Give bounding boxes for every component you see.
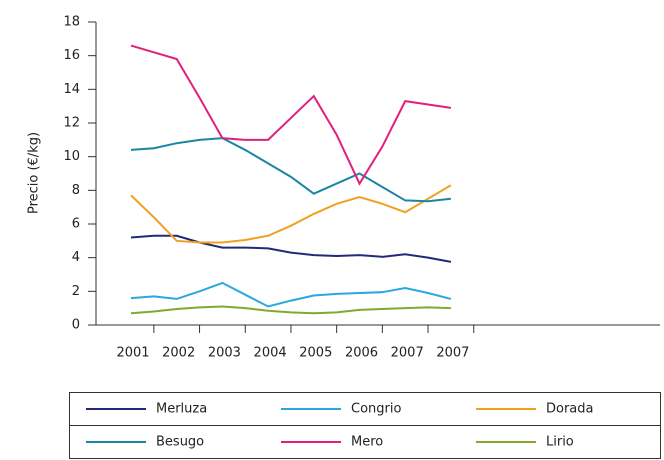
legend-label: Merluza <box>156 402 207 417</box>
y-axis-label: Precio (€/kg) <box>27 132 42 214</box>
series-line <box>130 44 452 186</box>
legend-label: Congrio <box>351 402 401 417</box>
x-tick-label: 2006 <box>345 346 378 361</box>
x-tick-label: 2001 <box>116 346 149 361</box>
y-tick-label: 16 <box>63 48 80 63</box>
y-tick-label: 0 <box>72 318 80 333</box>
legend-label: Lirio <box>546 435 574 450</box>
y-tick-label: 14 <box>63 82 80 97</box>
legend-label: Besugo <box>156 435 204 450</box>
series-line <box>130 234 452 263</box>
y-tick-label: 18 <box>63 15 80 30</box>
series-line <box>130 305 451 315</box>
x-tick-label: 2005 <box>299 346 332 361</box>
y-tick-label: 6 <box>72 217 80 232</box>
y-tick-label: 10 <box>63 149 80 164</box>
y-tick-label: 8 <box>72 183 80 198</box>
y-tick-label: 12 <box>63 116 80 131</box>
y-tick-label: 2 <box>72 284 80 299</box>
legend-label: Dorada <box>546 402 594 417</box>
x-tick-label: 2004 <box>254 346 287 361</box>
legend-label: Mero <box>351 435 383 450</box>
y-tick-label: 4 <box>72 250 80 265</box>
x-tick-label: 2007 <box>391 346 424 361</box>
series-line <box>130 137 452 203</box>
x-tick-label: 2002 <box>162 346 195 361</box>
x-tick-label: 2007 <box>436 346 469 361</box>
series-line <box>130 281 452 308</box>
series-line <box>130 184 452 244</box>
x-tick-label: 2003 <box>208 346 241 361</box>
